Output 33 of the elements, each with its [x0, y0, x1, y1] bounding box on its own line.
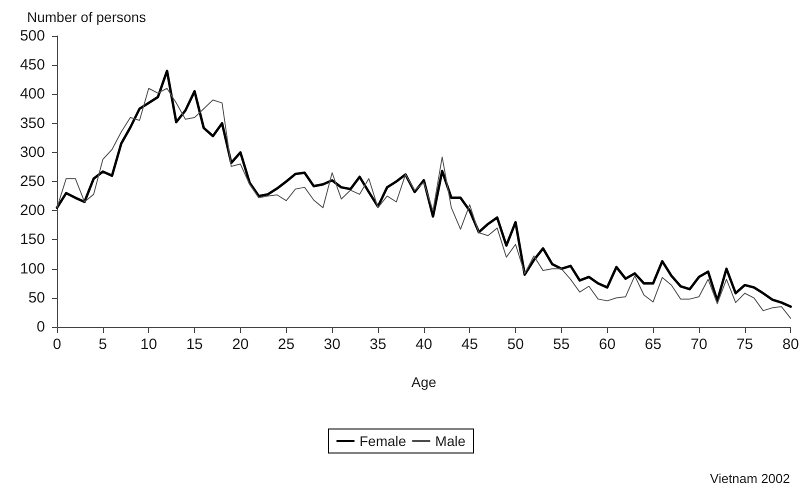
y-tick-label: 200 [20, 202, 45, 220]
x-tick-label: 0 [52, 336, 62, 353]
y-tick-label: 350 [20, 114, 45, 132]
x-axis-title: Age [411, 374, 436, 390]
y-tick-label: 0 [36, 318, 45, 336]
y-tick-label: 50 [28, 289, 45, 306]
x-tick-label: 65 [644, 336, 662, 353]
x-tick-label: 75 [736, 336, 754, 353]
x-tick-label: 25 [278, 336, 295, 353]
x-tick-label: 70 [690, 336, 708, 353]
x-tick-label: 10 [140, 336, 158, 353]
x-tick-label: 60 [598, 336, 616, 353]
x-tick-label: 50 [507, 336, 524, 353]
y-tick-label: 450 [20, 56, 45, 74]
y-tick-label: 500 [20, 28, 45, 44]
x-tick-label: 40 [415, 336, 432, 353]
y-tick-label: 300 [20, 144, 45, 161]
legend-label: Male [435, 433, 466, 449]
x-tick-label: 15 [186, 336, 203, 353]
x-tick-label: 80 [782, 336, 799, 353]
x-tick-label: 30 [324, 336, 340, 353]
x-tick-label: 5 [98, 336, 108, 353]
y-tick-label: 100 [20, 260, 45, 278]
text: Vietnam 2002 [710, 471, 790, 486]
y-tick-label: 150 [20, 231, 45, 248]
x-tick-label: 45 [461, 336, 478, 353]
y-tick-label: 250 [20, 173, 45, 190]
y-axis-title: Number of persons [27, 9, 146, 25]
legend-label: Female [359, 433, 406, 449]
x-tick-label: 20 [232, 336, 249, 353]
x-tick-label: 35 [370, 336, 386, 353]
x-tick-label: 55 [553, 336, 570, 353]
y-tick-label: 400 [20, 86, 45, 103]
